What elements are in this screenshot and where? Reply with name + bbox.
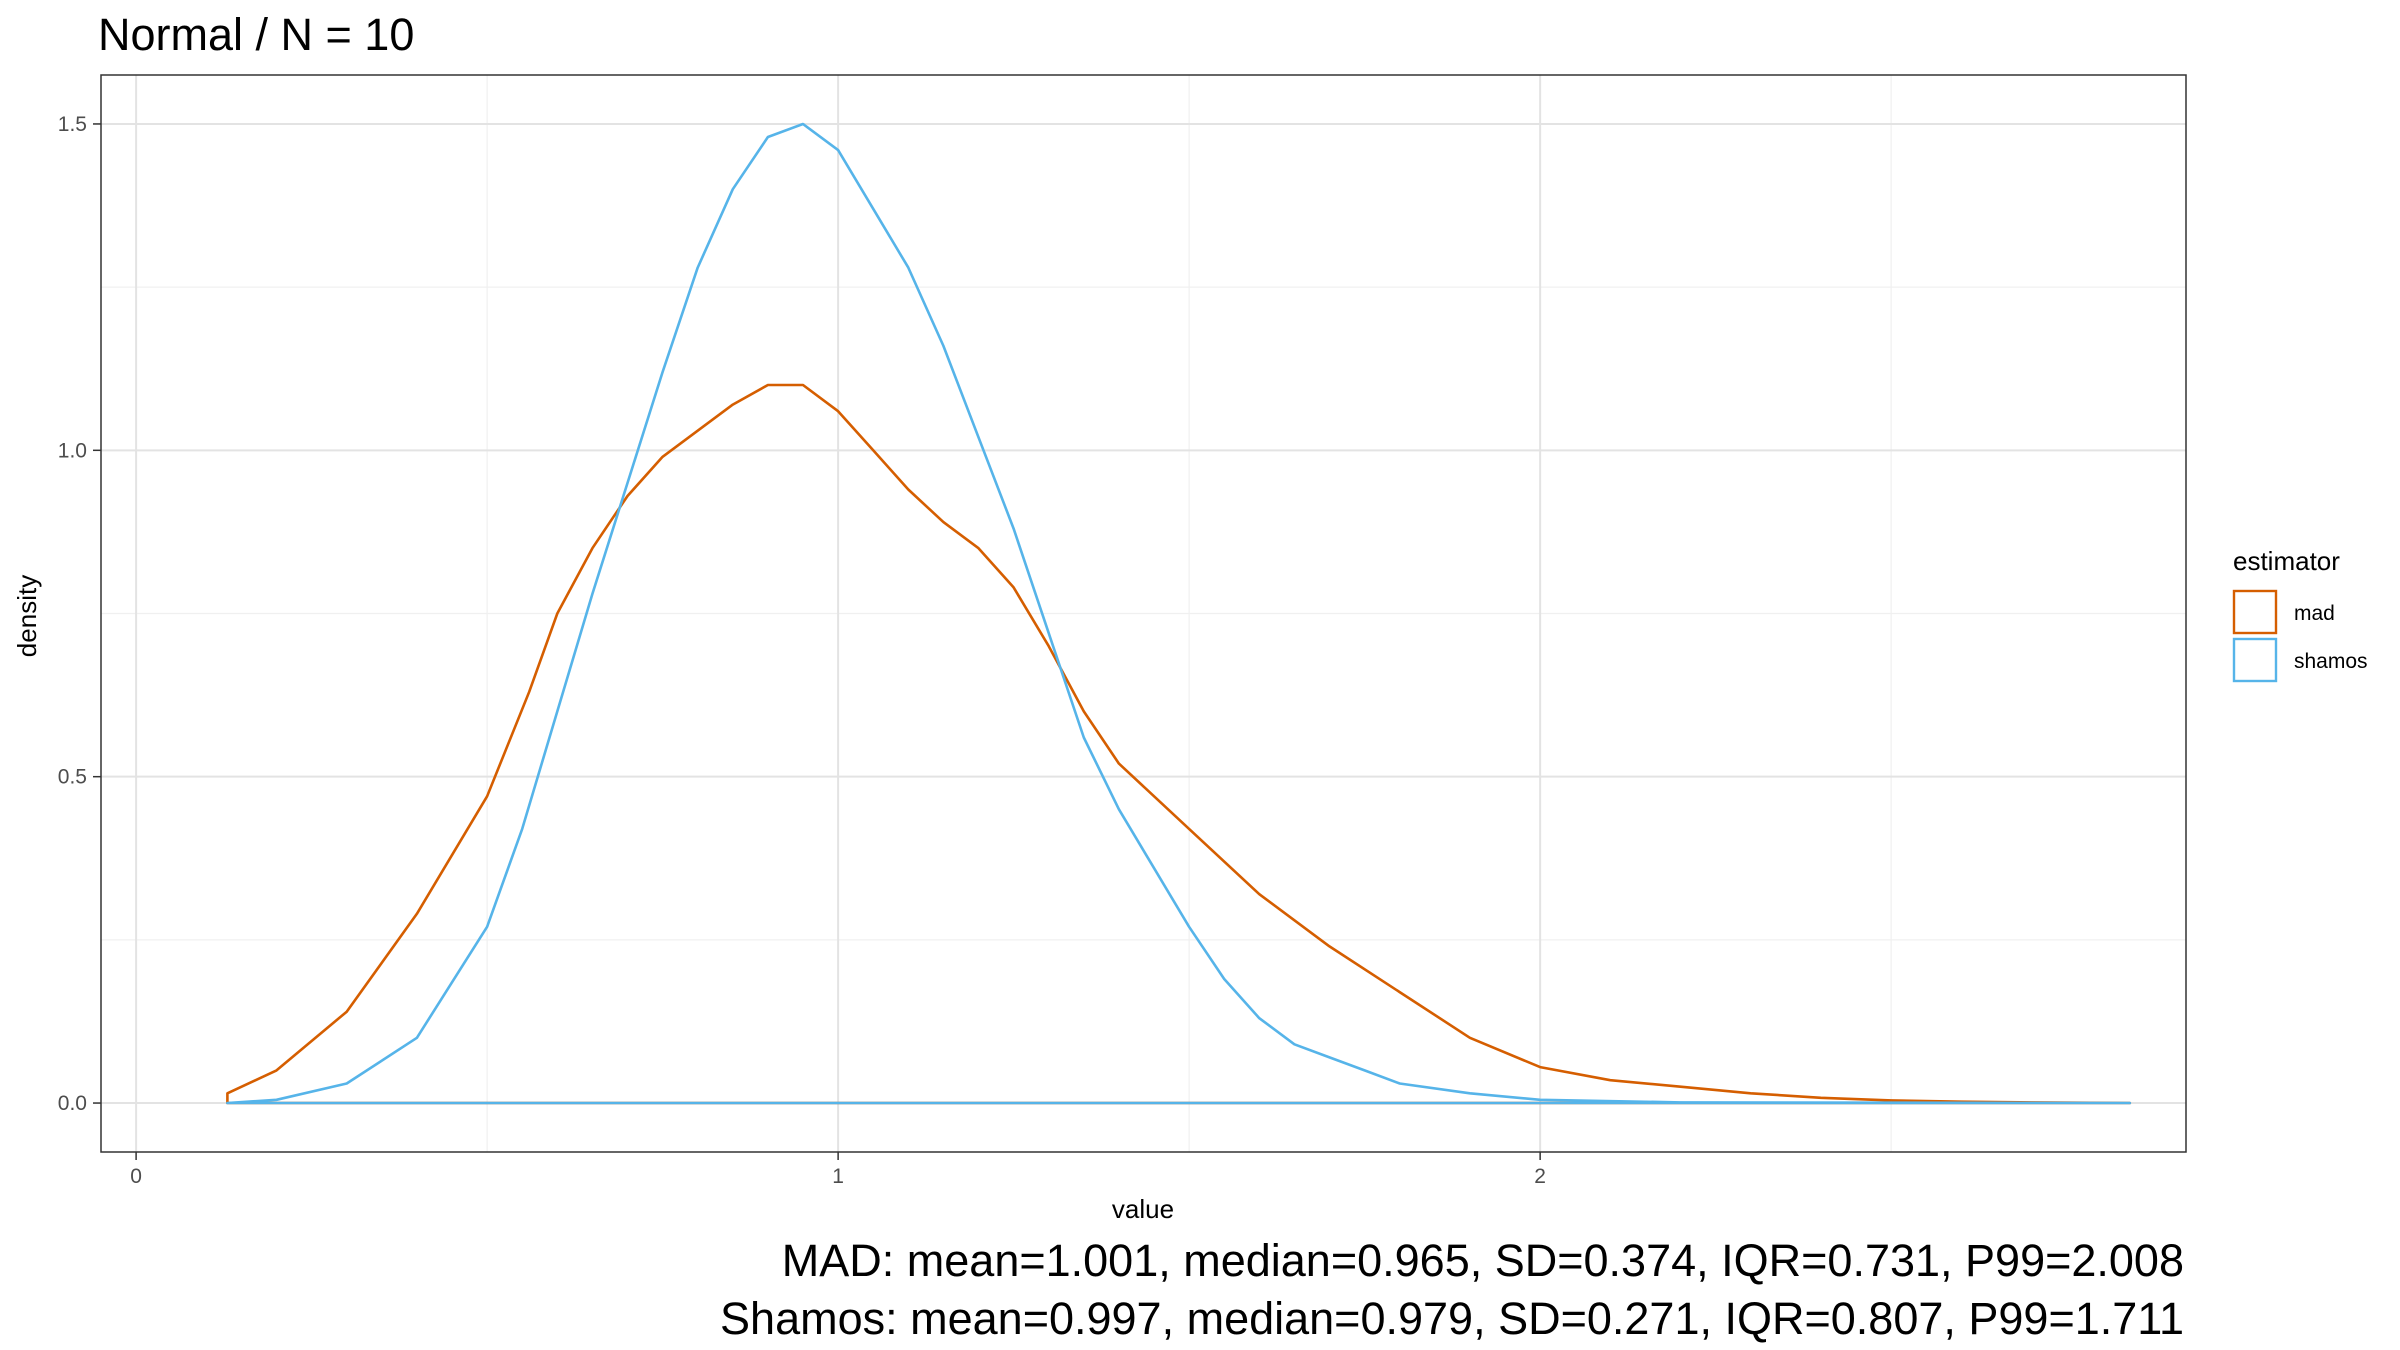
series-layer [226, 122, 2132, 1105]
legend-label-mad: mad [2294, 602, 2335, 625]
series-shamos [226, 122, 2132, 1105]
legend: estimator mad shamos [2232, 546, 2368, 683]
panel-border [100, 74, 2187, 1153]
x-tick-label: 1 [832, 1165, 844, 1188]
y-tick-label: 1.5 [58, 113, 87, 136]
caption-shamos: Shamos: mean=0.997, median=0.979, SD=0.2… [720, 1293, 2184, 1344]
y-tick-label: 0.0 [58, 1092, 87, 1115]
caption-mad: MAD: mean=1.001, median=0.965, SD=0.374,… [782, 1235, 2184, 1286]
legend-key-shamos [2232, 637, 2278, 683]
x-tick-label: 2 [1534, 1165, 1546, 1188]
legend-key-mad [2232, 589, 2278, 635]
series-mad [226, 383, 2132, 1105]
y-tick-label: 0.5 [58, 766, 87, 789]
x-tick-label: 0 [130, 1165, 142, 1188]
y-axis-title: density [12, 575, 42, 657]
y-tick-label: 1.0 [58, 439, 87, 462]
axes: 0 1 2 0.0 0.5 1.0 1.5 [58, 113, 1546, 1188]
grid [101, 75, 2186, 1152]
x-axis-title: value [1112, 1194, 1174, 1224]
legend-label-shamos: shamos [2294, 650, 2368, 673]
chart-title: Normal / N = 10 [98, 9, 414, 60]
legend-title: estimator [2233, 546, 2340, 576]
